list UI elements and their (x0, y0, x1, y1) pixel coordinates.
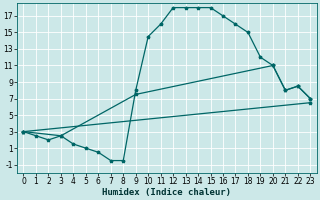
X-axis label: Humidex (Indice chaleur): Humidex (Indice chaleur) (102, 188, 231, 197)
